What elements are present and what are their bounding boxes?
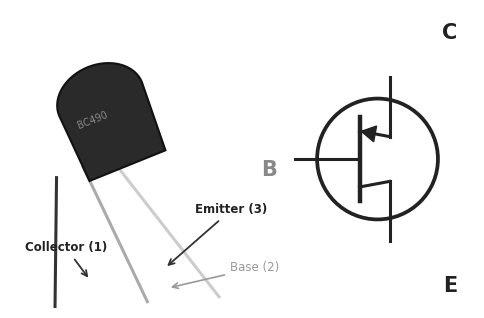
Text: Collector (1): Collector (1) [25,241,107,276]
Text: BC490: BC490 [76,109,109,131]
Text: E: E [443,276,457,296]
Text: B: B [261,160,276,180]
Text: Base (2): Base (2) [172,261,279,288]
Text: Emitter (3): Emitter (3) [168,204,267,265]
Text: C: C [442,24,458,43]
Polygon shape [362,126,377,142]
Polygon shape [57,63,166,181]
